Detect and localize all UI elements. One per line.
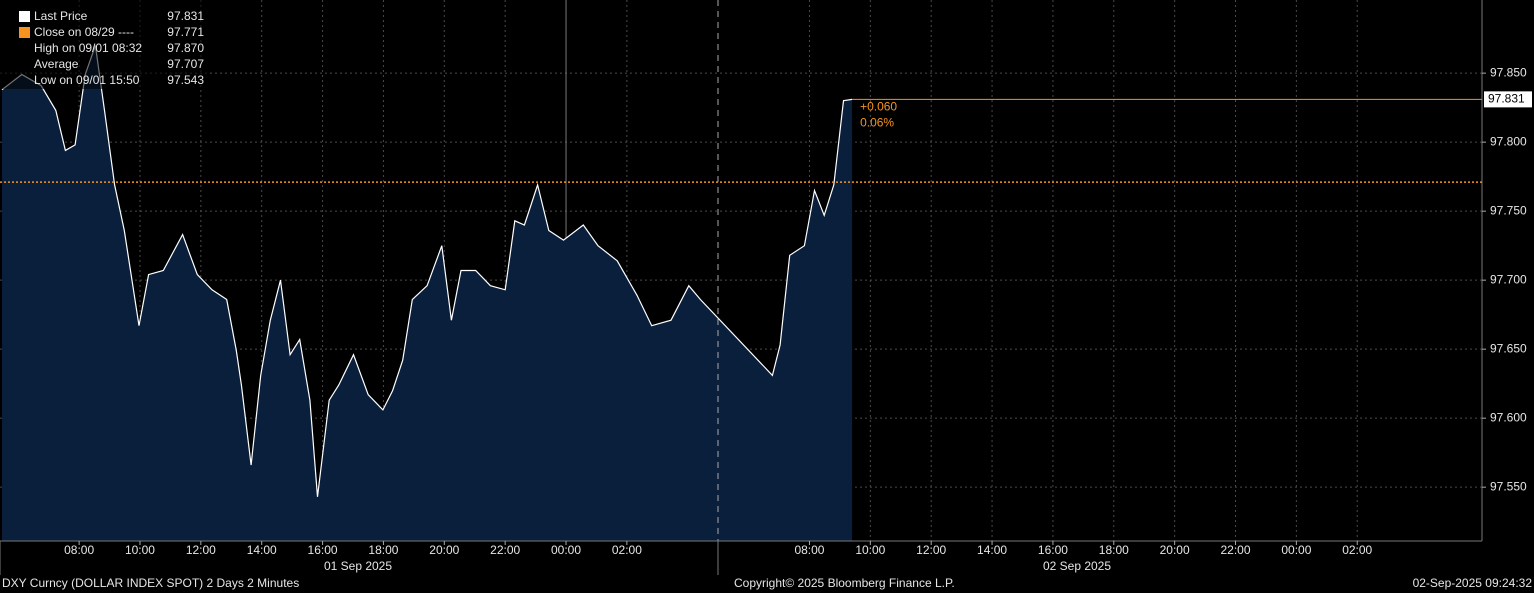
legend-label: Close on 08/29 ---- [34,25,134,39]
date-label: 01 Sep 2025 [324,559,392,573]
last-price-tag [1484,91,1532,108]
x-tick-label: 20:00 [429,543,459,557]
x-tick-label: 10:00 [125,543,155,557]
y-tick-label: 97.700 [1490,272,1527,286]
legend-label: Last Price [34,9,88,23]
y-tick-label: 97.750 [1490,203,1527,217]
x-tick-label: 10:00 [855,543,885,557]
y-tick-label: 97.550 [1490,479,1527,493]
plot-area [0,0,1482,541]
x-tick-label: 14:00 [247,543,277,557]
x-tick-label: 14:00 [977,543,1007,557]
y-tick-label: 97.850 [1490,65,1527,79]
x-tick-label: 00:00 [551,543,581,557]
legend-swatch [19,27,30,38]
footer-left: DXY Curncy (DOLLAR INDEX SPOT) 2 Days 2 … [2,576,299,590]
x-tick-label: 20:00 [1160,543,1190,557]
change-pct-label: 0.06% [860,116,894,130]
legend-label: Average [34,57,79,71]
legend-swatch [19,11,30,22]
x-tick-label: 12:00 [916,543,946,557]
x-tick-label: 22:00 [1220,543,1250,557]
last-price-label: 97.831 [1488,92,1525,106]
x-tick-label: 02:00 [1342,543,1372,557]
x-tick-label: 16:00 [1038,543,1068,557]
x-tick-label: 16:00 [308,543,338,557]
x-tick-label: 18:00 [1099,543,1129,557]
y-tick-label: 97.600 [1490,410,1527,424]
legend-value: 97.543 [167,73,204,87]
legend-label: Low on 09/01 15:50 [34,73,140,87]
legend-value: 97.831 [167,9,204,23]
date-label: 02 Sep 2025 [1043,559,1111,573]
legend-value: 97.707 [167,57,204,71]
footer-center: Copyright© 2025 Bloomberg Finance L.P. [734,576,955,590]
footer-right: 02-Sep-2025 09:24:32 [1413,576,1533,590]
y-tick-label: 97.800 [1490,134,1527,148]
legend-box [0,0,207,89]
x-tick-label: 18:00 [368,543,398,557]
x-tick-label: 08:00 [794,543,824,557]
price-line [1,45,853,497]
area-fill [2,45,853,541]
y-tick-label: 97.650 [1490,341,1527,355]
x-tick-label: 22:00 [490,543,520,557]
x-tick-label: 02:00 [612,543,642,557]
x-tick-label: 08:00 [64,543,94,557]
x-tick-label: 12:00 [186,543,216,557]
legend-value: 97.870 [167,41,204,55]
x-tick-label: 00:00 [1281,543,1311,557]
change-label: +0.060 [860,100,897,114]
legend-value: 97.771 [167,25,204,39]
legend-label: High on 09/01 08:32 [34,41,142,55]
